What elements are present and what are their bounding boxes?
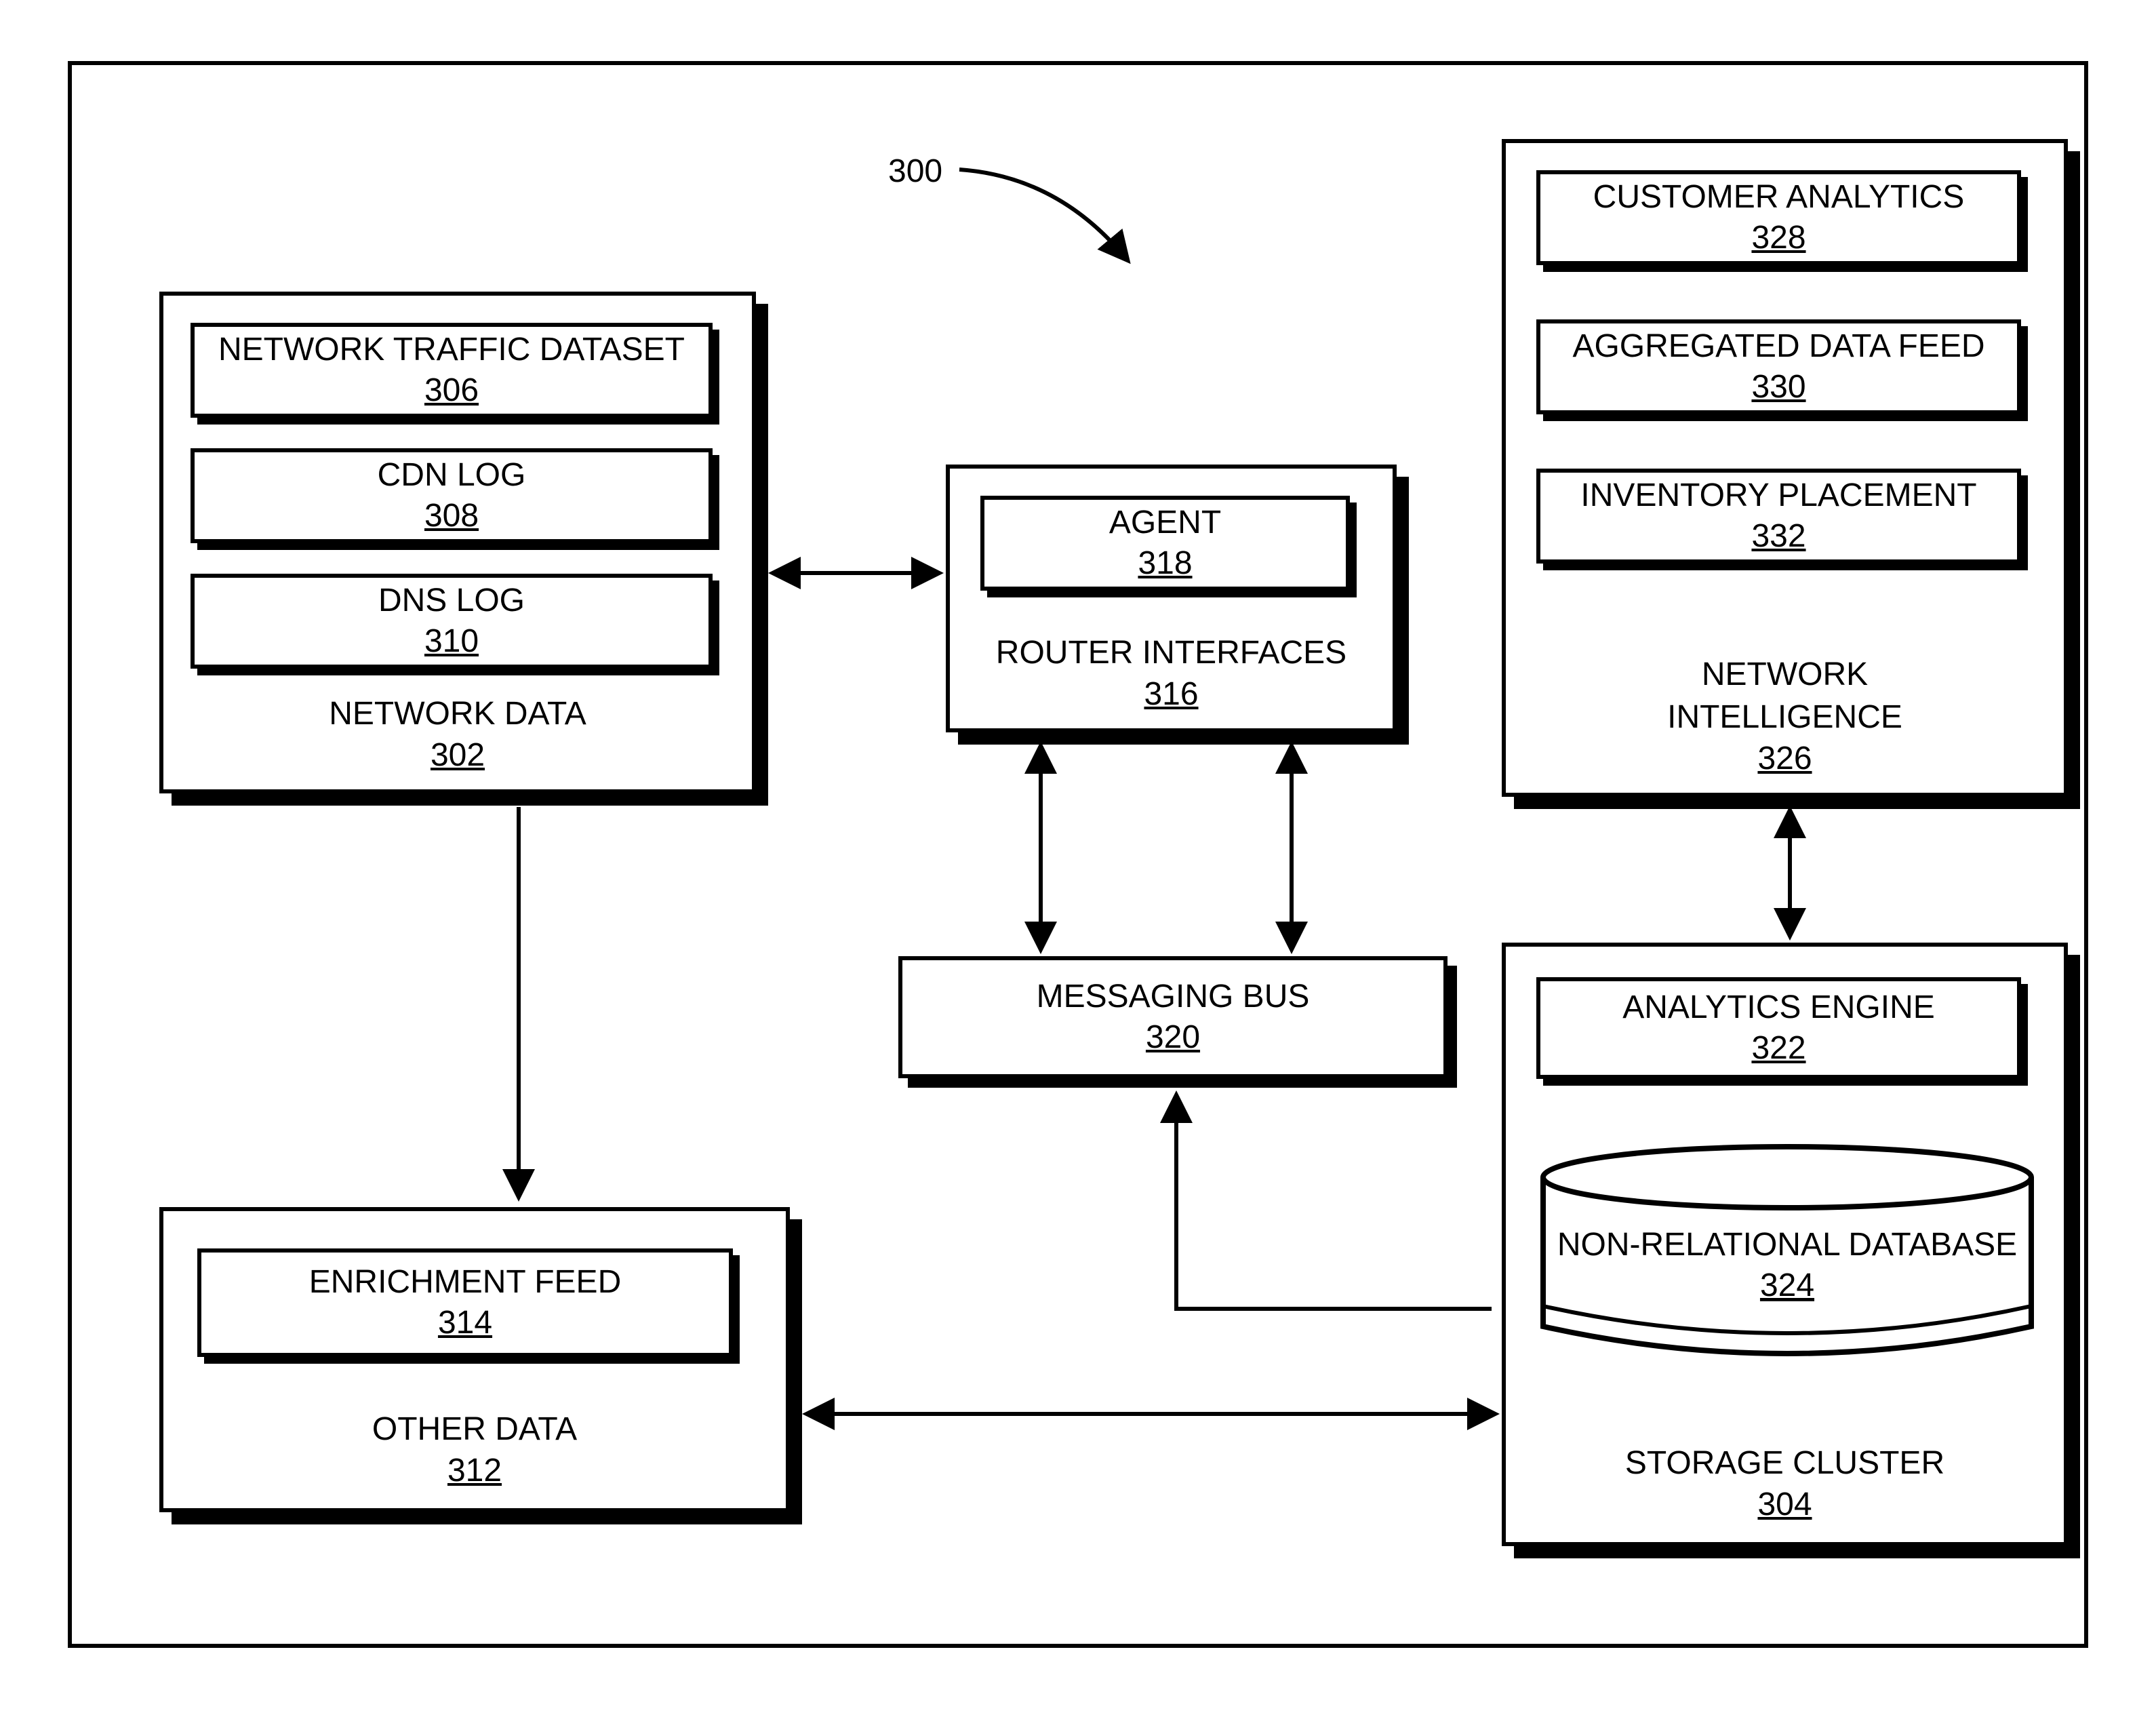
diagram-canvas: 300 NETWORK TRAFFIC DATASET xyxy=(0,0,2156,1715)
dns-log-number: 310 xyxy=(424,621,479,662)
agent-number: 318 xyxy=(1138,543,1192,584)
figure-number: 300 xyxy=(888,153,942,190)
storage-cluster-container: ANALYTICS ENGINE 322 NON-RELATIONAL DATA… xyxy=(1502,943,2068,1546)
enrichment-feed-box: ENRICHMENT FEED 314 xyxy=(197,1248,733,1357)
inventory-placement-box: INVENTORY PLACEMENT 332 xyxy=(1536,469,2021,564)
network-data-container: NETWORK TRAFFIC DATASET 306 CDN LOG 308 … xyxy=(159,292,756,793)
analytics-engine-label: ANALYTICS ENGINE xyxy=(1622,987,1935,1028)
customer-analytics-number: 328 xyxy=(1751,218,1805,258)
router-interfaces-footer: ROUTER INTERFACES 316 xyxy=(950,632,1393,715)
messaging-bus-label: MESSAGING BUS xyxy=(1037,977,1310,1017)
messaging-bus-number: 320 xyxy=(1146,1017,1200,1058)
agent-label: AGENT xyxy=(1109,502,1221,543)
dns-log-box: DNS LOG 310 xyxy=(191,574,713,669)
aggregated-data-feed-box: AGGREGATED DATA FEED 330 xyxy=(1536,319,2021,414)
enrichment-feed-label: ENRICHMENT FEED xyxy=(309,1262,621,1303)
inventory-placement-label: INVENTORY PLACEMENT xyxy=(1580,475,1976,516)
network-intelligence-footer: NETWORK INTELLIGENCE 326 xyxy=(1506,654,2064,779)
database-icon: NON-RELATIONAL DATABASE 324 xyxy=(1536,1143,2038,1367)
database-number: 324 xyxy=(1760,1267,1814,1303)
network-traffic-number: 306 xyxy=(424,370,479,411)
router-interfaces-container: AGENT 318 ROUTER INTERFACES 316 xyxy=(946,465,1397,732)
database-label: NON-RELATIONAL DATABASE xyxy=(1557,1227,2017,1263)
aggregated-data-feed-label: AGGREGATED DATA FEED xyxy=(1572,326,1984,367)
customer-analytics-box: CUSTOMER ANALYTICS 328 xyxy=(1536,170,2021,265)
cdn-log-number: 308 xyxy=(424,496,479,536)
enrichment-feed-number: 314 xyxy=(438,1303,492,1343)
agent-box: AGENT 318 xyxy=(980,496,1350,591)
network-data-footer: NETWORK DATA 302 xyxy=(163,693,752,776)
other-data-footer: OTHER DATA 312 xyxy=(163,1408,786,1491)
network-traffic-box: NETWORK TRAFFIC DATASET 306 xyxy=(191,323,713,418)
other-data-container: ENRICHMENT FEED 314 OTHER DATA 312 xyxy=(159,1207,790,1512)
messaging-bus-box: MESSAGING BUS 320 xyxy=(898,956,1448,1078)
inventory-placement-number: 332 xyxy=(1751,516,1805,557)
customer-analytics-label: CUSTOMER ANALYTICS xyxy=(1593,177,1965,218)
analytics-engine-number: 322 xyxy=(1751,1028,1805,1069)
aggregated-data-feed-number: 330 xyxy=(1751,367,1805,408)
storage-cluster-footer: STORAGE CLUSTER 304 xyxy=(1506,1442,2064,1525)
network-traffic-label: NETWORK TRAFFIC DATASET xyxy=(218,330,685,370)
analytics-engine-box: ANALYTICS ENGINE 322 xyxy=(1536,977,2021,1079)
cdn-log-label: CDN LOG xyxy=(378,455,526,496)
dns-log-label: DNS LOG xyxy=(378,580,525,621)
cdn-log-box: CDN LOG 308 xyxy=(191,448,713,543)
network-intelligence-container: CUSTOMER ANALYTICS 328 AGGREGATED DATA F… xyxy=(1502,139,2068,797)
